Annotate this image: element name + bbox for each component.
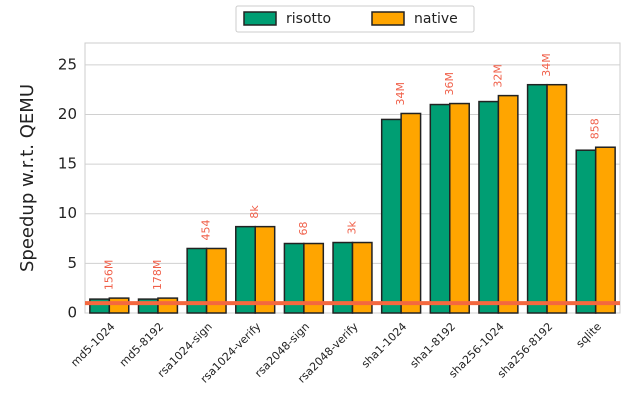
bar: [108, 297, 130, 314]
legend: risotto native: [235, 5, 475, 33]
annotation: 156M: [102, 260, 115, 291]
bar: [478, 100, 500, 314]
annotation: 3k: [346, 221, 359, 235]
bar: [254, 225, 276, 314]
y-tick-label: 10: [58, 204, 77, 222]
annotation: 32M: [491, 64, 504, 87]
bar: [400, 112, 422, 314]
bar: [449, 102, 470, 314]
y-tick-label: 20: [58, 105, 77, 123]
bar: [575, 149, 597, 314]
x-tick-label: sha1-1024: [359, 320, 409, 370]
legend-swatch: [243, 11, 277, 26]
annotation: 454: [200, 219, 213, 240]
bar: [380, 118, 402, 314]
legend-frame: [235, 5, 475, 33]
bar: [546, 83, 568, 314]
bar: [205, 247, 227, 314]
x-tick-label: md5-8192: [117, 320, 166, 369]
y-axis-label: Speedup w.r.t. QEMU: [17, 84, 38, 272]
annotation: 34M: [540, 53, 553, 77]
bar: [594, 146, 616, 314]
bar: [157, 297, 179, 314]
bar: [526, 83, 548, 314]
bar: [235, 225, 256, 314]
x-tick-label: sqlite: [574, 320, 605, 351]
x-tick-label: sha1-8192: [408, 320, 458, 370]
bar: [429, 103, 451, 314]
annotation: 36M: [443, 72, 456, 96]
x-tick-label: md5-1024: [68, 320, 117, 369]
y-tick-label: 25: [58, 55, 77, 73]
annotation: 34M: [394, 82, 407, 106]
annotation: 68: [297, 222, 310, 236]
y-tick-label: 5: [67, 254, 77, 272]
bar: [303, 242, 325, 314]
y-tick-label: 15: [58, 155, 77, 173]
annotation: 178M: [151, 260, 164, 291]
annotation: 8k: [248, 205, 261, 219]
bar: [497, 94, 519, 314]
legend-label: native: [414, 11, 458, 27]
legend-label: risotto: [286, 11, 331, 27]
y-tick-label: 0: [67, 304, 77, 322]
annotation: 858: [589, 118, 602, 139]
legend-swatch: [371, 11, 405, 26]
bar: [351, 241, 373, 314]
